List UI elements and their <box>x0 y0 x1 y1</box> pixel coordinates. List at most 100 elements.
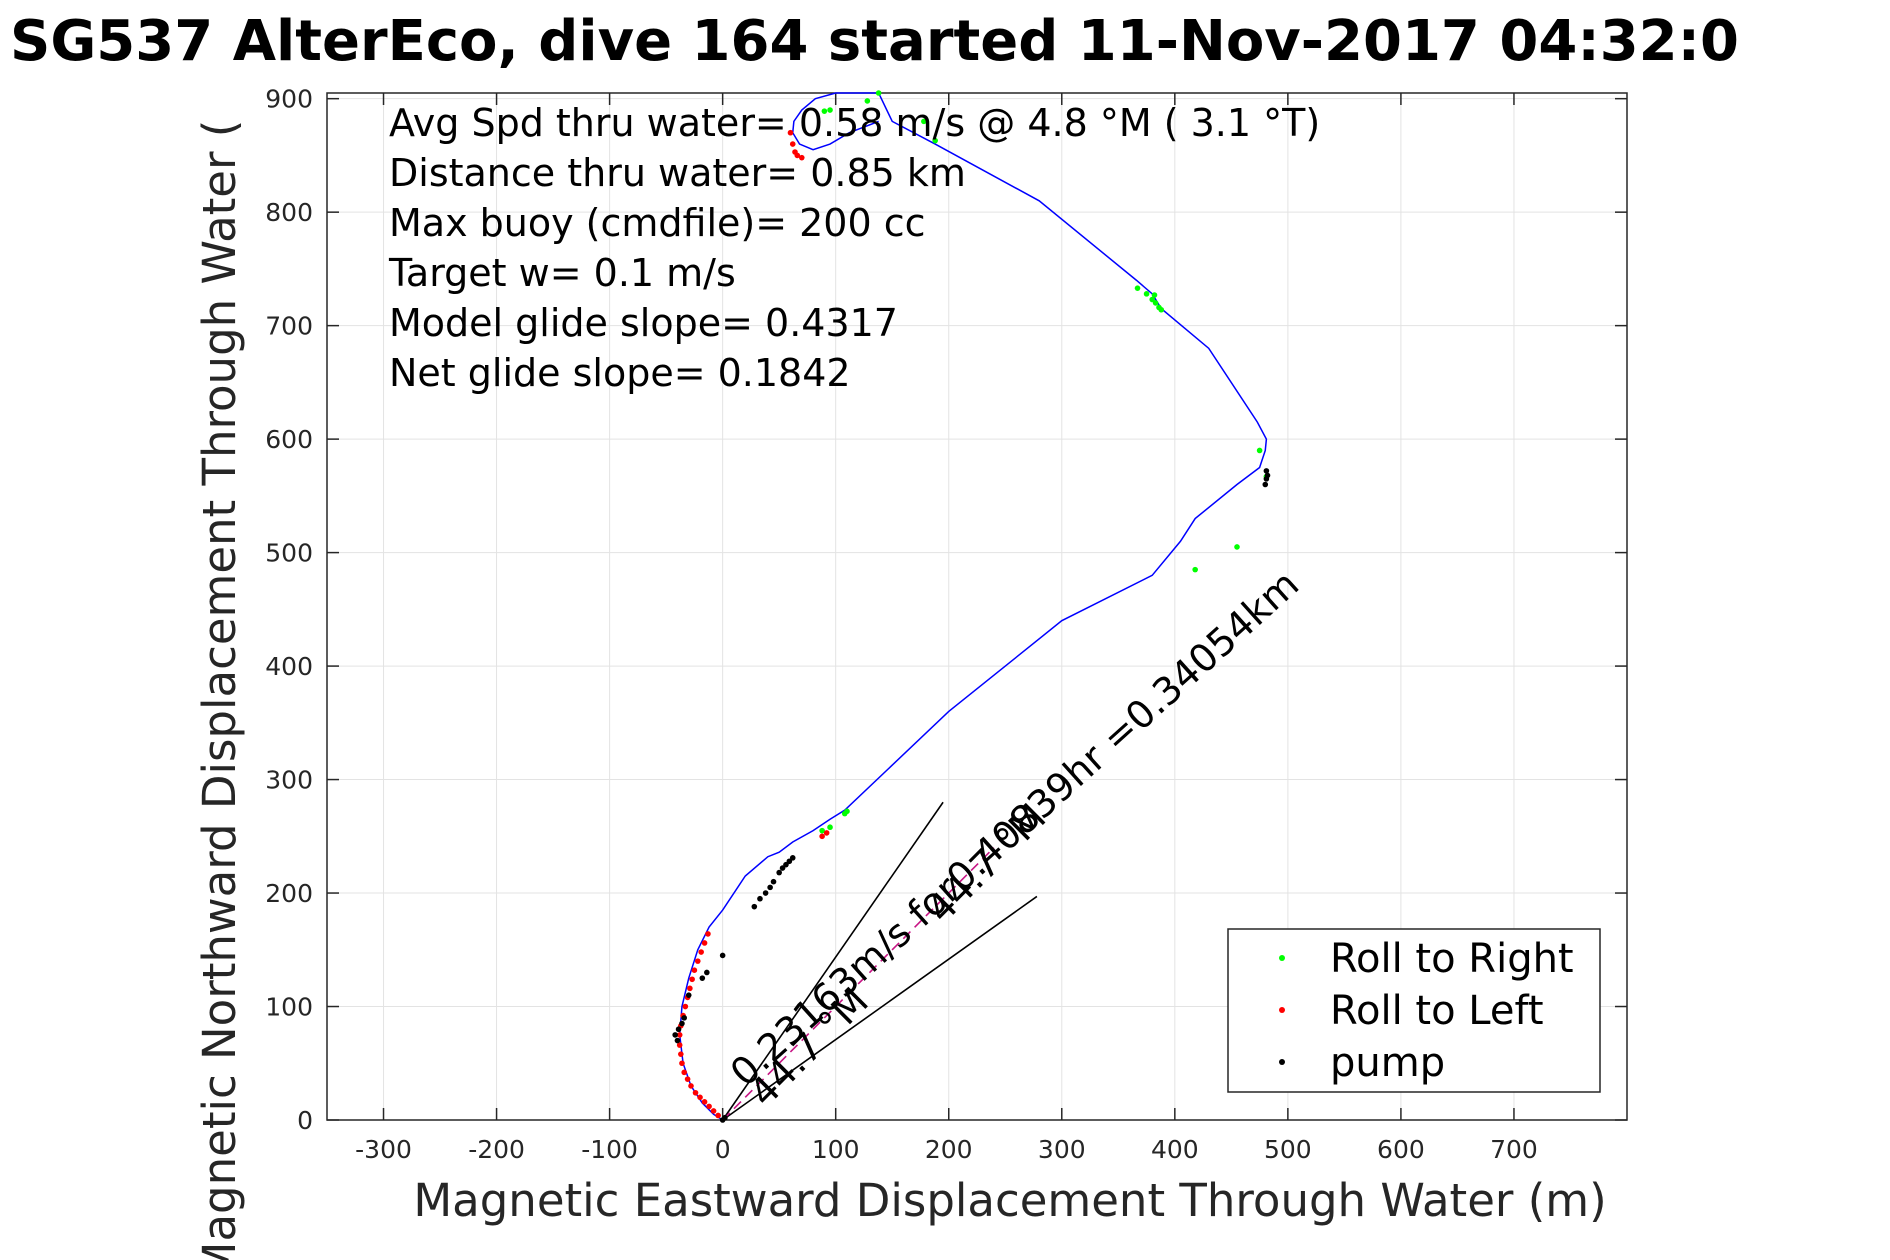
pump-point <box>762 890 769 896</box>
roll-to-left-point <box>798 154 805 161</box>
roll-to-left-point <box>706 1103 712 1110</box>
pump-point <box>672 1032 678 1038</box>
pump-point <box>685 992 692 998</box>
roll-to-left-point <box>701 940 708 946</box>
pump-point <box>679 1020 685 1027</box>
pump-point <box>751 903 758 910</box>
roll-to-left-point <box>715 1112 721 1119</box>
pump-point <box>722 1114 728 1121</box>
x-tick-label: 400 <box>1151 1135 1199 1164</box>
pump-point <box>757 895 763 902</box>
x-tick-label: -300 <box>355 1135 412 1164</box>
chart-title: SG537 AlterEco, dive 164 started 11-Nov-… <box>10 9 1739 74</box>
pump-point <box>779 865 786 871</box>
x-tick-label: 600 <box>1377 1135 1425 1164</box>
annotation-line: Avg Spd thru water= 0.58 m/s @ 4.8 °M ( … <box>389 101 1320 145</box>
plot-frame <box>326 92 1628 1121</box>
roll-to-left-point <box>698 949 704 955</box>
pump-point <box>1263 468 1270 474</box>
roll-to-left-point <box>819 833 825 840</box>
x-tick-label: 700 <box>1490 1135 1538 1164</box>
x-axis-label: Magnetic Eastward Displacement Through W… <box>413 1174 1606 1227</box>
legend-label: Roll to Right <box>1330 936 1574 982</box>
pump-point <box>719 952 726 959</box>
pump-point <box>1262 481 1269 488</box>
y-tick-label: 400 <box>265 652 313 681</box>
roll-to-left-point <box>681 1069 688 1076</box>
x-tick-label: -100 <box>581 1135 638 1164</box>
pump-point <box>704 969 710 976</box>
roll-to-left-point <box>705 931 711 937</box>
pump-point <box>699 975 706 981</box>
roll-to-right-point <box>1152 300 1159 306</box>
pump-point <box>674 1037 681 1044</box>
annotations: Avg Spd thru water= 0.58 m/s @ 4.8 °M ( … <box>388 101 1320 395</box>
roll-to-left-point <box>710 1108 717 1114</box>
roll-to-right-point <box>1134 285 1141 291</box>
heading-line <box>722 895 1038 1121</box>
legend-label: Roll to Left <box>1330 988 1544 1034</box>
y-tick-label: 800 <box>265 198 313 227</box>
x-tick-label: 300 <box>1038 1135 1086 1164</box>
roll-to-right-point <box>821 108 828 114</box>
pump-point <box>789 855 796 861</box>
y-tick-label: 300 <box>265 766 313 795</box>
roll-to-right-point <box>1192 566 1198 573</box>
annotation-line: Max buoy (cmdfile)= 200 cc <box>389 201 926 245</box>
roll-to-left-point <box>823 830 830 836</box>
x-tick-label: -200 <box>468 1135 525 1164</box>
current-line <box>722 847 995 1121</box>
roll-to-right-point <box>827 107 833 113</box>
roll-to-left-point <box>794 152 801 159</box>
roll-to-right-point <box>1158 306 1165 313</box>
pump-point <box>776 869 782 876</box>
roll-to-left-point <box>692 1089 699 1096</box>
roll-to-left-point <box>684 1076 691 1082</box>
roll-to-left-point <box>701 1099 708 1105</box>
plot-markers <box>672 90 1271 1123</box>
roll-to-right-point <box>875 90 882 96</box>
pump-point <box>783 861 789 868</box>
legend-marker <box>1279 1007 1285 1013</box>
axis-ticks: -300 -200 -100 0 100 200 300 400 500 600 700 0 100 20… <box>265 85 1627 1164</box>
y-tick-label: 0 <box>297 1106 313 1135</box>
roll-to-right-point <box>932 137 938 144</box>
annotation-line: Model glide slope= 0.4317 <box>389 301 898 345</box>
roll-to-right-point <box>1149 296 1156 303</box>
legend-box <box>1227 928 1601 1093</box>
heading-line <box>721 801 944 1121</box>
track-line <box>678 92 1268 1121</box>
y-tick-label: 200 <box>265 879 313 908</box>
annotation-line: Distance thru water= 0.85 km <box>389 151 966 195</box>
y-axis-label: Magnetic Northward Displacement Through … <box>193 120 246 1260</box>
pump-point <box>767 884 773 891</box>
roll-to-left-point <box>694 958 701 964</box>
annotation-line: Net glide slope= 0.1842 <box>389 351 851 395</box>
roll-to-left-point <box>787 129 794 136</box>
pump-point <box>770 878 777 885</box>
roll-to-left-point <box>679 1060 685 1067</box>
roll-to-left-point <box>687 985 693 992</box>
roll-to-left-point <box>676 1042 683 1048</box>
y-tick-label: 900 <box>265 85 313 114</box>
roll-to-right-point <box>819 827 825 834</box>
roll-to-right-point <box>844 808 850 815</box>
roll-to-left-point <box>697 1094 703 1101</box>
x-tick-label: 500 <box>1264 1135 1312 1164</box>
plot-lines <box>678 92 1268 1121</box>
roll-to-left-point <box>689 976 695 983</box>
pump-point <box>786 858 793 865</box>
roll-to-left-point <box>688 1083 694 1089</box>
legend: Roll to Right Roll to Left pump <box>1227 928 1601 1093</box>
roll-to-right-point <box>827 824 833 831</box>
x-tick-label: 200 <box>925 1135 973 1164</box>
roll-to-left-point <box>682 1003 689 1010</box>
legend-label: pump <box>1330 1040 1445 1086</box>
pump-point <box>1264 472 1271 479</box>
y-tick-label: 100 <box>265 993 313 1022</box>
roll-to-left-point <box>678 1051 684 1057</box>
x-tick-label: 0 <box>715 1135 731 1164</box>
roll-to-left-point <box>691 967 698 974</box>
y-tick-label: 700 <box>265 312 313 341</box>
